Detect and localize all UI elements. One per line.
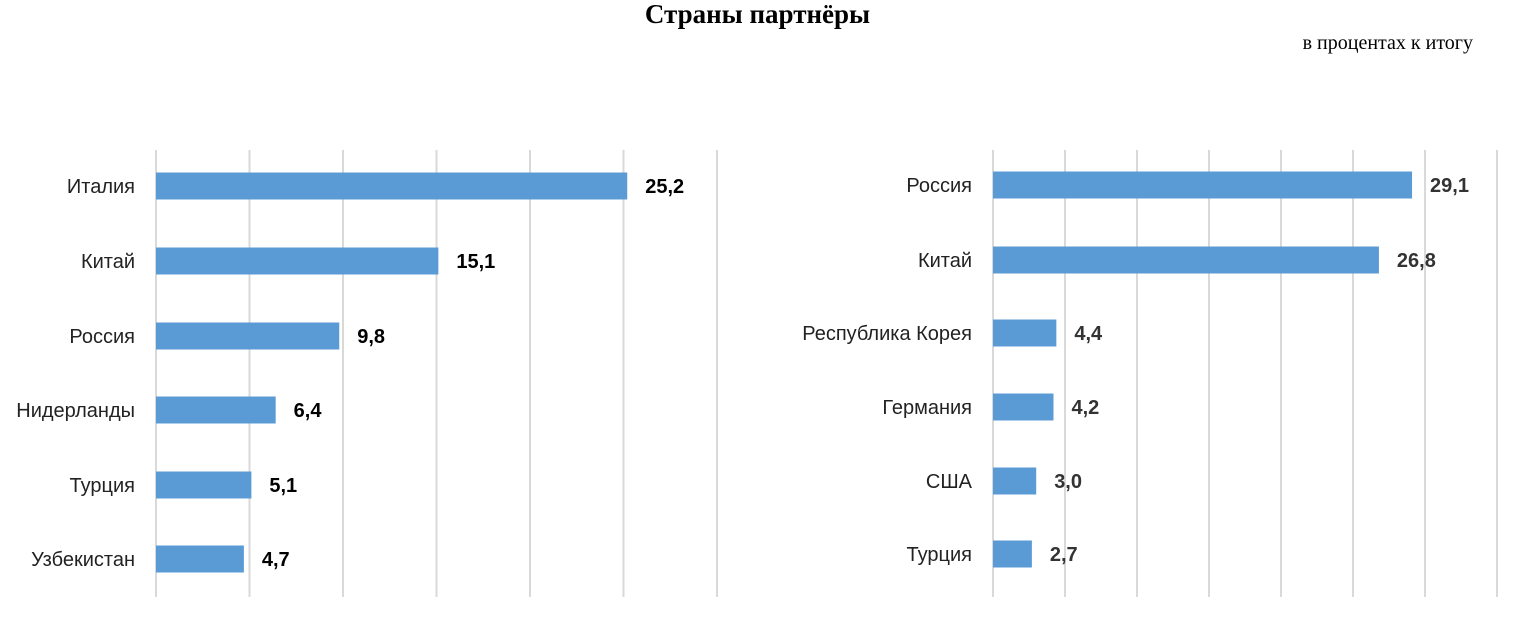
bar [993, 319, 1057, 347]
value-label: 15,1 [456, 251, 495, 273]
value-label: 26,8 [1397, 250, 1436, 272]
category-label: США [926, 471, 973, 493]
value-label: 9,8 [357, 326, 385, 348]
value-label: 25,2 [645, 176, 684, 198]
bar [993, 467, 1037, 495]
bar [993, 393, 1054, 421]
chart-right: Россия 29,1 Китай 26,8 Республика Корея 4,4 Ге… [802, 150, 1498, 597]
value-label: 4,2 [1071, 397, 1099, 419]
value-label: 3,0 [1054, 471, 1082, 493]
value-label: 6,4 [294, 400, 323, 422]
category-label: Республика Корея [802, 323, 972, 345]
bar [156, 172, 628, 200]
chart-left: Италия 25,2 Китай 15,1 Россия 9,8 Нидерланды 6,… [16, 150, 718, 597]
category-label: Нидерланды [16, 400, 135, 422]
value-label: 5,1 [269, 475, 297, 497]
category-label: Узбекистан [31, 549, 135, 571]
category-label: Турция [907, 544, 972, 566]
bar [993, 171, 1413, 199]
bar [156, 545, 244, 573]
bar [993, 540, 1032, 568]
bar [156, 471, 252, 499]
bar [156, 396, 276, 424]
category-label: Италия [67, 176, 135, 198]
value-label: 29,1 [1430, 175, 1469, 197]
category-label: Германия [882, 397, 972, 419]
bar [993, 246, 1379, 274]
bar [156, 322, 340, 350]
chart-subtitle: в процентах к итогу [1302, 32, 1473, 54]
category-label: Россия [906, 175, 972, 197]
bar [156, 247, 439, 275]
category-label: Турция [70, 475, 135, 497]
value-label: 2,7 [1050, 544, 1078, 566]
chart-title: Страны партнёры [644, 0, 871, 29]
category-label: Китай [918, 250, 972, 272]
value-label: 4,4 [1074, 323, 1103, 345]
value-label: 4,7 [262, 549, 290, 571]
category-label: Китай [81, 251, 135, 273]
category-label: Россия [69, 326, 135, 348]
